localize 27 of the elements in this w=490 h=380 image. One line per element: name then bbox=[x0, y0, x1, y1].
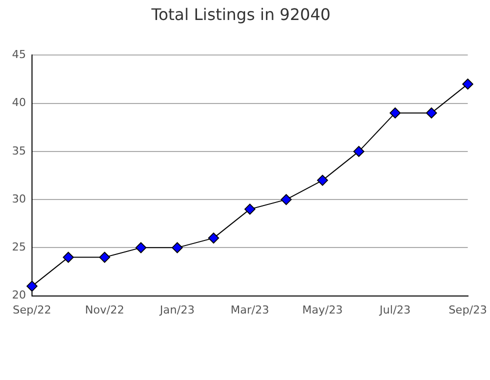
point bbox=[280, 194, 292, 206]
y-tick-label: 35 bbox=[12, 144, 26, 158]
x-tick-label: Jan/23 bbox=[158, 303, 195, 316]
point bbox=[426, 107, 437, 118]
x-tick-label: Sep/23 bbox=[448, 303, 487, 316]
y-tick-label: 30 bbox=[12, 192, 26, 206]
x-tick-label: Nov/22 bbox=[85, 303, 124, 316]
y-tick-label: 20 bbox=[12, 288, 26, 302]
point bbox=[390, 107, 401, 118]
x-tick-label: Sep/22 bbox=[12, 303, 52, 316]
x-tick-label: May/23 bbox=[302, 303, 343, 316]
chart-title: Total Listings in 92040 bbox=[150, 4, 331, 24]
point bbox=[353, 146, 364, 157]
point bbox=[208, 232, 220, 244]
point bbox=[26, 280, 38, 292]
point bbox=[99, 252, 110, 263]
point bbox=[317, 174, 328, 186]
point bbox=[172, 242, 183, 254]
point bbox=[135, 242, 146, 254]
y-tick-label: 40 bbox=[12, 96, 26, 110]
y-tick-label: 45 bbox=[12, 48, 26, 62]
point bbox=[244, 204, 256, 215]
point bbox=[462, 78, 474, 90]
x-tick-label: Mar/23 bbox=[230, 303, 270, 316]
point bbox=[62, 252, 74, 263]
x-tick-label: Jul/23 bbox=[378, 303, 411, 316]
y-tick-label: 25 bbox=[12, 240, 26, 254]
